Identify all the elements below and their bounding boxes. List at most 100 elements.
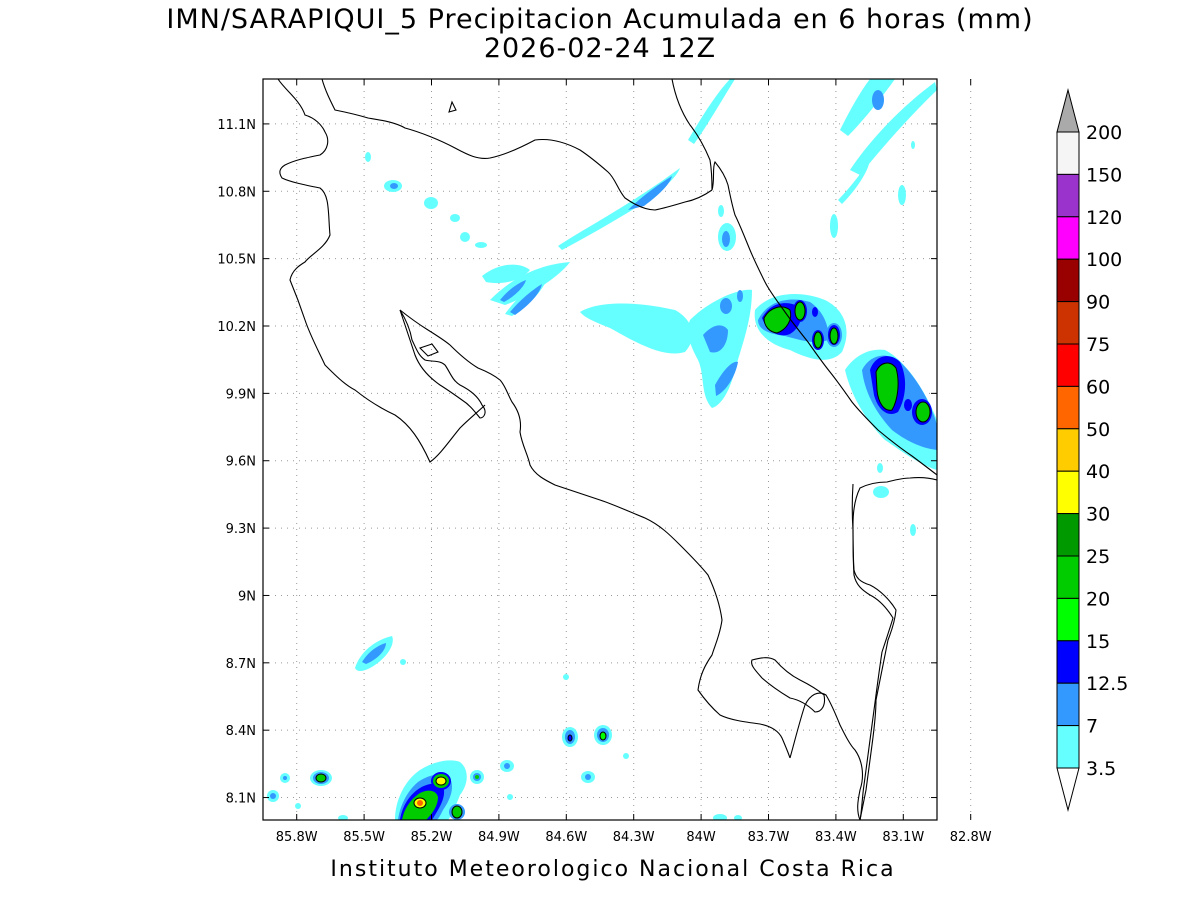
lon-label: 83.1W xyxy=(882,830,924,845)
colorbar-label: 15 xyxy=(1086,631,1110,653)
map-subtitle-datetime: 2026-02-24 12Z xyxy=(483,33,717,64)
map-title: IMN/SARAPIQUI_5 Precipitacion Acumulada … xyxy=(166,4,1034,35)
lon-label: 84.3W xyxy=(613,830,655,845)
precip-band xyxy=(715,361,738,396)
colorbar-label: 12.5 xyxy=(1086,673,1128,695)
precip-cell xyxy=(830,214,838,238)
nicaragua-coastline xyxy=(277,79,486,463)
precip-cell xyxy=(475,242,487,248)
precip-cell xyxy=(830,328,838,344)
precip-cell xyxy=(904,399,912,411)
colorbar-swatch xyxy=(1056,470,1080,515)
precip-cell xyxy=(795,302,805,320)
precip-cell xyxy=(877,463,883,473)
axis-ticks xyxy=(263,79,972,820)
precip-cell xyxy=(283,776,287,780)
colorbar-swatch xyxy=(1056,216,1080,260)
colorbar-label: 20 xyxy=(1086,588,1110,610)
precip-cell xyxy=(475,775,479,779)
colorbar-label: 3.5 xyxy=(1086,758,1116,780)
precip-cell xyxy=(270,793,276,799)
burica-peninsula xyxy=(852,477,937,820)
precip-cell xyxy=(568,735,572,741)
lat-label: 9N xyxy=(238,589,256,604)
precip-cell xyxy=(450,214,460,222)
precip-cell xyxy=(623,753,629,759)
precip-cell xyxy=(507,794,513,800)
nicoya-gulf-island xyxy=(418,343,439,357)
lat-label: 8.7N xyxy=(226,657,256,672)
precip-cell xyxy=(872,90,884,110)
precip-band xyxy=(362,643,386,664)
colorbar-label: 25 xyxy=(1086,546,1110,568)
lon-label: 85.5W xyxy=(343,830,385,845)
precip-band xyxy=(764,306,791,333)
colorbar-label: 100 xyxy=(1086,249,1122,271)
precip-band xyxy=(628,176,672,210)
precip-cell xyxy=(718,205,724,217)
lon-label: 85.8W xyxy=(276,830,318,845)
lon-label: 83.4W xyxy=(815,830,857,845)
colorbar-label: 40 xyxy=(1086,461,1110,483)
precip-cell xyxy=(722,231,730,247)
precip-band xyxy=(876,363,899,411)
precip-cell xyxy=(400,659,406,665)
precip-cell xyxy=(873,486,889,498)
colorbar-overflow-arrow xyxy=(1056,88,1080,133)
lat-label: 10.2N xyxy=(217,320,256,335)
precip-cell xyxy=(600,732,606,740)
lon-label: 84.9W xyxy=(478,830,520,845)
footer-institution: Instituto Meteorologico Nacional Costa R… xyxy=(330,857,896,882)
precip-cell xyxy=(436,777,446,785)
colorbar-swatch xyxy=(1056,173,1080,218)
pacific-coast-central xyxy=(399,309,791,759)
precip-cell xyxy=(452,806,462,818)
precip-cell xyxy=(812,307,818,317)
colorbar-underflow-arrow xyxy=(1056,767,1080,812)
caribbean-coastline xyxy=(711,161,937,476)
nicoya-gulf-coast xyxy=(399,309,486,419)
colorbar-swatch xyxy=(1056,301,1080,345)
colorbar-swatch xyxy=(1056,725,1080,769)
colorbar-label: 60 xyxy=(1086,376,1110,398)
colorbar-swatch xyxy=(1056,343,1080,387)
lat-label: 11.1N xyxy=(217,118,256,133)
precip-band xyxy=(510,284,542,315)
lat-label: 10.8N xyxy=(217,185,256,200)
precip-cell xyxy=(585,774,591,780)
colorbar-label: 75 xyxy=(1086,334,1110,356)
costa-rica-panama-border xyxy=(851,483,894,820)
colorbar-swatch xyxy=(1056,682,1080,727)
precip-cell xyxy=(734,815,742,820)
colorbar-label: 90 xyxy=(1086,292,1110,314)
precip-cell xyxy=(417,800,423,806)
colorbar-swatch xyxy=(1056,428,1080,472)
colorbar-label: 120 xyxy=(1086,207,1122,229)
lat-label: 9.9N xyxy=(226,387,256,402)
lon-label: 82.8W xyxy=(950,830,992,845)
precip-cell xyxy=(898,185,906,205)
lon-label: 84.6W xyxy=(545,830,587,845)
colorbar-swatch xyxy=(1056,131,1080,175)
ometepe-island xyxy=(448,100,457,113)
precip-band xyxy=(558,168,680,250)
precip-cell xyxy=(365,152,371,162)
lat-label: 9.3N xyxy=(226,522,256,537)
colorbar-label: 30 xyxy=(1086,504,1110,526)
lon-label: 85.2W xyxy=(411,830,453,845)
precip-cell xyxy=(814,332,822,348)
precip-cell xyxy=(424,197,438,209)
nicaragua-caribbean-coast xyxy=(671,79,713,191)
map-grid xyxy=(263,79,972,820)
precip-band xyxy=(580,303,693,354)
plot-frame xyxy=(262,78,938,821)
lat-label: 10.5N xyxy=(217,253,256,268)
colorbar-label: 50 xyxy=(1086,419,1110,441)
lon-label: 83.7W xyxy=(748,830,790,845)
precip-cell xyxy=(295,803,301,809)
nicaragua-costa-rica-border xyxy=(321,79,713,211)
precip-cell xyxy=(916,402,930,422)
colorbar-swatch xyxy=(1056,597,1080,642)
precip-cell xyxy=(504,763,510,769)
